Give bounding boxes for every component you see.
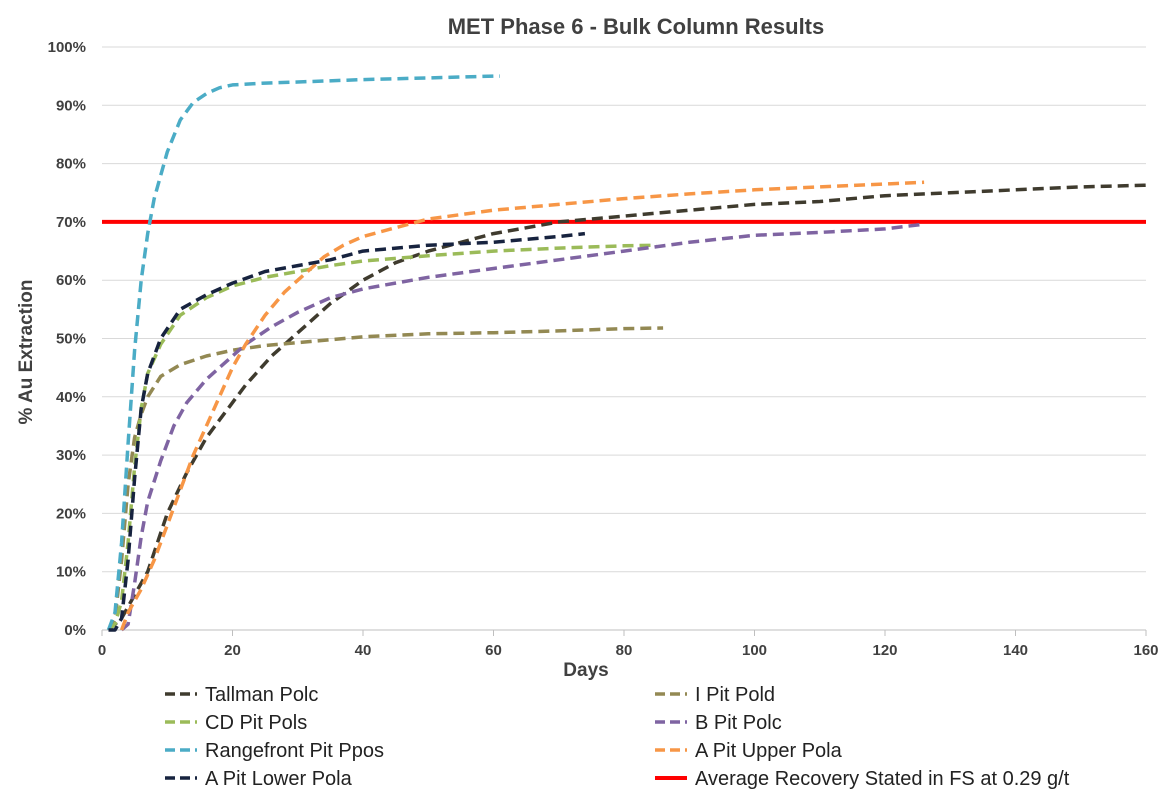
y-tick-label: 80%: [56, 156, 86, 173]
y-tick-label: 50%: [56, 331, 86, 348]
x-tick-labels: 0 20 40 60 80 100 120 140 160: [98, 642, 1159, 659]
x-tick-label: 100: [742, 642, 767, 659]
legend-label: Tallman Polc: [205, 684, 318, 706]
y-tick-label: 30%: [56, 447, 86, 464]
y-tick-label: 70%: [56, 214, 86, 231]
legend-label: CD Pit Pols: [205, 712, 307, 734]
x-axis-label: Days: [563, 660, 608, 681]
series-line-5: [106, 74, 500, 631]
x-tick-label: 20: [224, 642, 241, 659]
x-tick-label: 80: [616, 642, 633, 659]
x-tick-label: 60: [485, 642, 502, 659]
legend-label: Rangefront Pit Ppos: [205, 740, 384, 762]
y-tick-label: 60%: [56, 272, 86, 289]
legend-label: A Pit Lower Pola: [205, 768, 353, 790]
x-tick-label: 120: [872, 642, 897, 659]
x-tick-label: 40: [355, 642, 372, 659]
y-tick-label: 20%: [56, 505, 86, 522]
gridlines: [102, 46, 1146, 573]
axes: [101, 629, 1147, 636]
y-tick-label: 0%: [64, 622, 86, 639]
series-lines: [102, 74, 1147, 632]
series-line-7: [108, 231, 586, 632]
series-line-6: [119, 180, 925, 631]
x-tick-label: 160: [1133, 642, 1158, 659]
legend-label: B Pit Polc: [695, 712, 782, 734]
legend: Tallman Polc I Pit Pold CD Pit Pols B Pit P…: [165, 684, 1070, 790]
x-tick-label: 140: [1003, 642, 1028, 659]
legend-label: A Pit Upper Pola: [695, 740, 843, 762]
chart-title: MET Phase 6 - Bulk Column Results: [448, 14, 825, 39]
x-tick-label: 0: [98, 642, 106, 659]
y-tick-label: 10%: [56, 564, 86, 581]
legend-label: I Pit Pold: [695, 684, 775, 706]
y-axis-label: % Au Extraction: [16, 280, 37, 425]
y-tick-labels: 0% 10% 20% 30% 40% 50% 60% 70% 80% 90% 100%: [48, 39, 86, 639]
y-tick-label: 100%: [48, 39, 86, 56]
legend-label: Average Recovery Stated in FS at 0.29 g/…: [695, 768, 1070, 790]
series-line-2: [106, 326, 664, 631]
y-tick-label: 90%: [56, 97, 86, 114]
series-line-1: [107, 183, 1147, 632]
series-line-4: [120, 222, 925, 632]
y-tick-label: 40%: [56, 389, 86, 406]
